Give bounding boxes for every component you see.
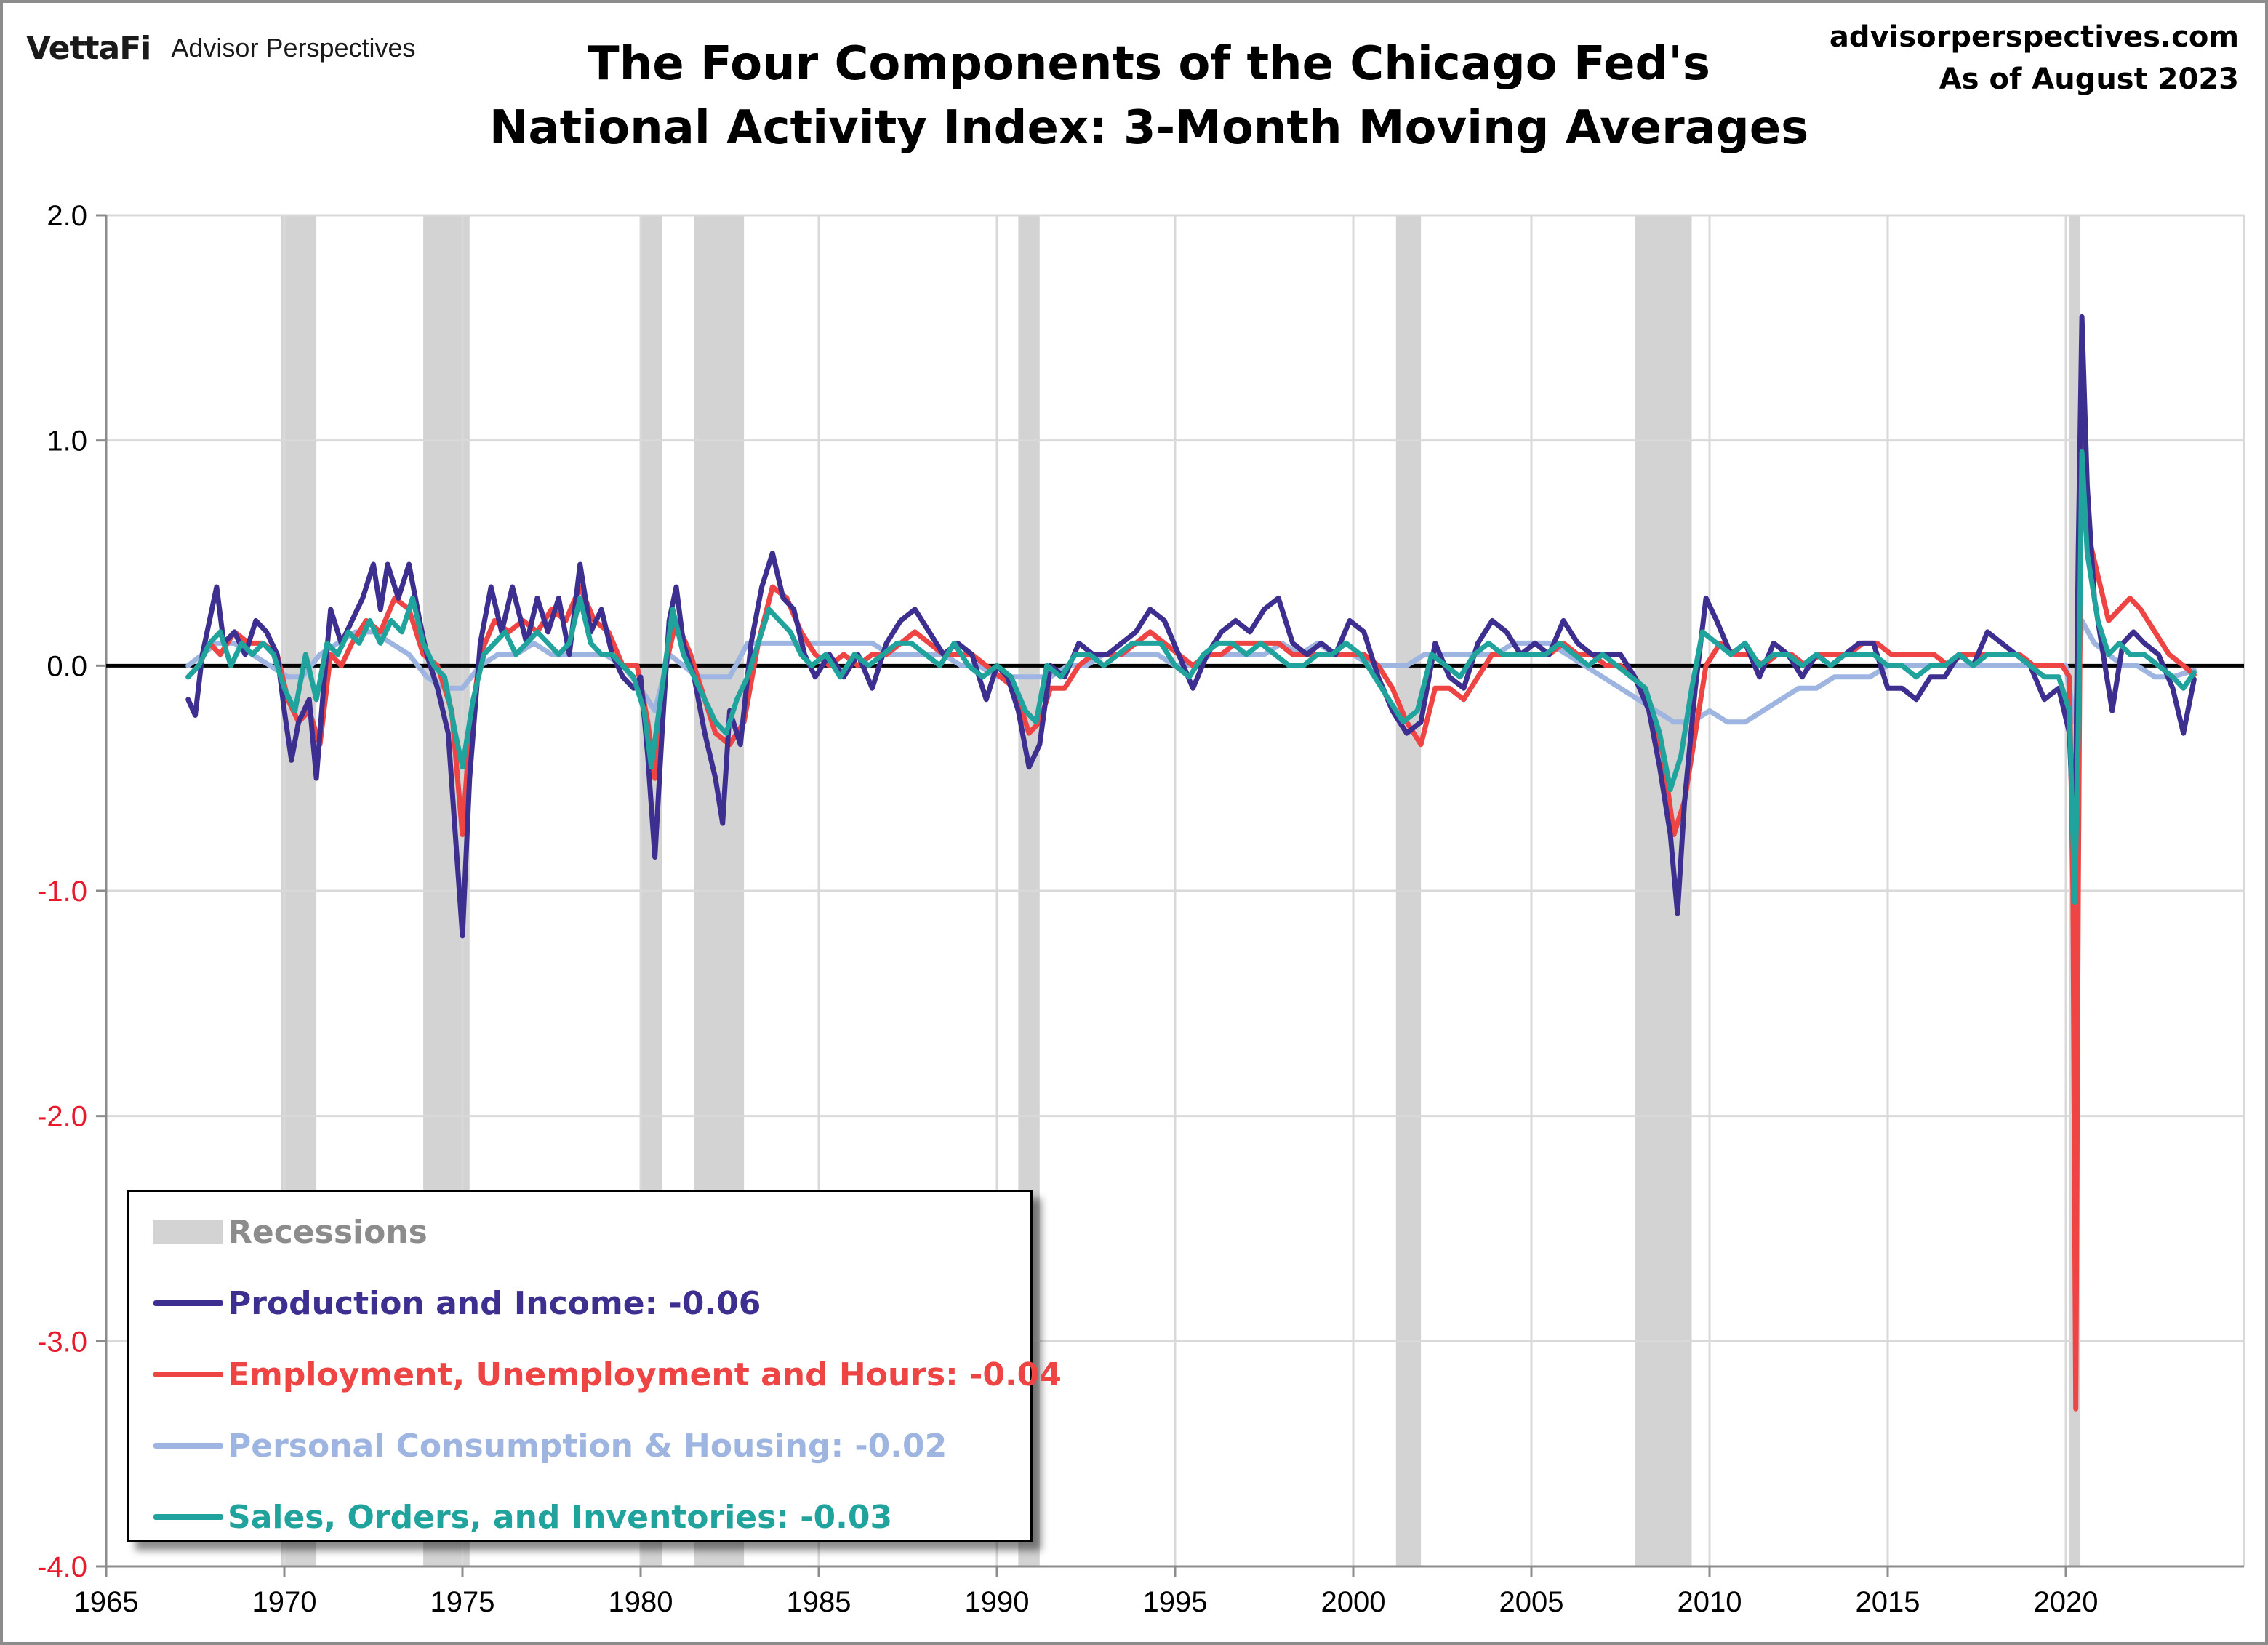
legend-label-sales: Sales, Orders, and Inventories: -0.03 (228, 1498, 893, 1536)
y-tick-label: 1.0 (47, 425, 87, 457)
chart-title: The Four Components of the Chicago Fed's… (407, 32, 1891, 160)
x-tick-label: 1965 (74, 1586, 139, 1618)
x-tick-label: 1970 (252, 1586, 317, 1618)
x-tick-label: 1980 (609, 1586, 673, 1618)
x-tick-label: 2005 (1499, 1586, 1564, 1618)
legend-label-employment: Employment, Unemployment and Hours: -0.0… (228, 1356, 1062, 1393)
y-tick-label: 0.0 (47, 650, 87, 682)
legend: Recessions Production and Income: -0.06 … (127, 1190, 1062, 1542)
y-tick-label: -4.0 (37, 1551, 87, 1583)
legend-swatch-consumption (153, 1443, 223, 1449)
legend-swatch-employment (153, 1372, 223, 1377)
y-tick-label: -2.0 (37, 1101, 87, 1133)
advisor-perspectives-label: Advisor Perspectives (171, 33, 416, 63)
legend-label-production: Production and Income: -0.06 (228, 1284, 761, 1322)
legend-swatch-recessions (153, 1220, 223, 1244)
legend-item-sales: Sales, Orders, and Inventories: -0.03 (153, 1492, 892, 1542)
x-tick-label: 2020 (2034, 1586, 2099, 1618)
chart-title-line2: National Activity Index: 3-Month Moving … (489, 101, 1809, 155)
series-line-production (185, 313, 2197, 939)
y-tick-label: 2.0 (47, 200, 87, 232)
y-tick-label: -1.0 (37, 876, 87, 908)
legend-item-consumption: Personal Consumption & Housing: -0.02 (153, 1420, 947, 1471)
x-tick-label: 2000 (1321, 1586, 1386, 1618)
source-block: advisorperspectives.com As of August 202… (1830, 16, 2239, 100)
y-tick-label: -3.0 (37, 1326, 87, 1358)
series-lines (185, 313, 2197, 1412)
series-line-sales (185, 449, 2197, 905)
brand-logo: VettaFi Advisor Perspectives (26, 26, 416, 70)
legend-swatch-sales (153, 1514, 223, 1520)
legend-item-employment: Employment, Unemployment and Hours: -0.0… (153, 1349, 1062, 1400)
source-url: advisorperspectives.com (1829, 20, 2239, 54)
x-tick-label: 2015 (1856, 1586, 1920, 1618)
x-tick-label: 1995 (1143, 1586, 1208, 1618)
x-tick-label: 1985 (787, 1586, 851, 1618)
legend-label-recessions: Recessions (228, 1213, 428, 1251)
x-tick-label: 1975 (430, 1586, 495, 1618)
legend-item-recessions: Recessions (153, 1206, 428, 1257)
chart-title-line1: The Four Components of the Chicago Fed's (588, 37, 1710, 91)
vettafi-logo: VettaFi (26, 29, 151, 67)
x-tick-label: 2010 (1678, 1586, 1742, 1618)
legend-label-consumption: Personal Consumption & Housing: -0.02 (228, 1427, 947, 1465)
as-of-date: As of August 2023 (1939, 63, 2239, 96)
legend-swatch-production (153, 1300, 223, 1306)
x-tick-label: 1990 (965, 1586, 1030, 1618)
legend-item-production: Production and Income: -0.06 (153, 1278, 761, 1329)
